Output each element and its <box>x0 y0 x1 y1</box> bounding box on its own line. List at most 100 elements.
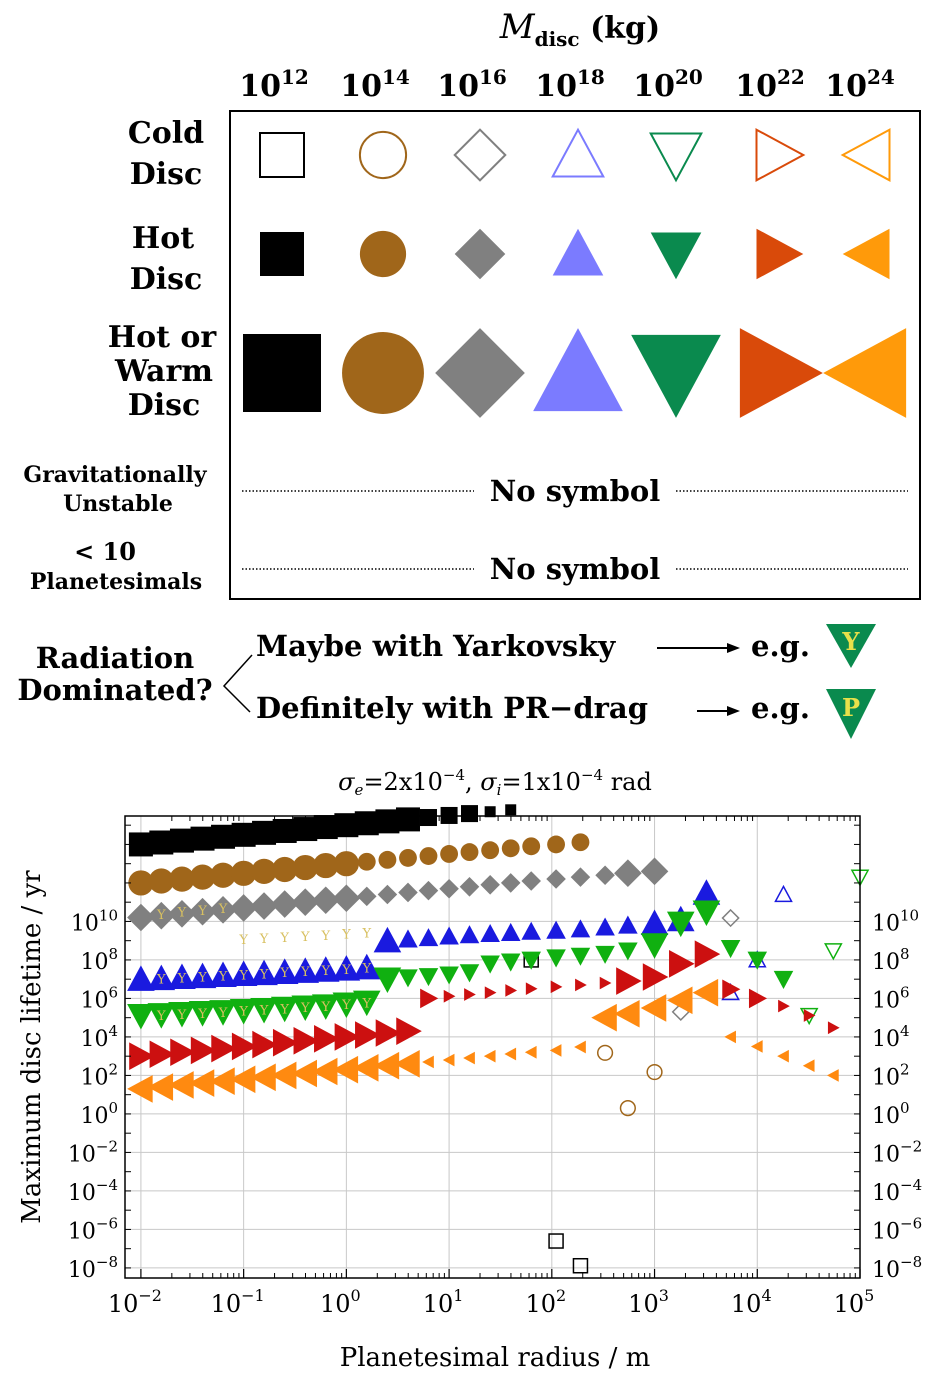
x-tick-label: 10−2 <box>108 1286 162 1318</box>
yarkovsky-point-label: Y <box>259 1004 269 1019</box>
point-triangle-down-filled <box>188 1001 217 1027</box>
definitely-eg-text: e.g. <box>751 691 810 725</box>
row-label-warm-1: Hot or <box>108 320 218 355</box>
point-circle-filled <box>189 864 216 890</box>
point-square-filled <box>169 828 194 853</box>
legend-warm-triangle-up-marker <box>533 328 623 412</box>
y-tick-label: 1010 <box>872 906 919 936</box>
row-label-cold-2: Disc <box>130 157 203 192</box>
point-circle-filled <box>251 858 277 884</box>
point-square-filled <box>190 826 215 851</box>
point-square-filled <box>505 804 517 816</box>
point-triangle-down-filled <box>250 997 278 1024</box>
point-triangle-right-filled <box>722 979 741 1000</box>
point-diamond-filled <box>168 899 196 928</box>
row-label-unstable-2: Unstable <box>63 491 173 517</box>
chart-title: σe=2x10−4, σi=1x10−4 rad <box>338 766 652 799</box>
point-triangle-up-filled <box>188 962 217 989</box>
point-triangle-right-filled <box>231 1032 258 1061</box>
point-square-filled <box>272 818 297 843</box>
point-triangle-up-filled <box>229 960 258 987</box>
point-triangle-left-filled <box>614 999 640 1028</box>
point-triangle-left-filled <box>724 1030 736 1044</box>
point-triangle-left-filled <box>270 1061 297 1090</box>
point-triangle-down-filled <box>666 911 695 938</box>
point-triangle-right-filled <box>525 982 538 996</box>
point-triangle-down-filled <box>640 933 669 959</box>
point-square-filled <box>484 806 496 818</box>
point-triangle-right-filled <box>575 978 587 992</box>
point-square-open <box>523 952 539 968</box>
point-triangle-down-filled <box>168 1002 196 1028</box>
point-triangle-right-filled <box>170 1038 196 1067</box>
yarkovsky-point-label: Y <box>177 971 187 986</box>
point-diamond-filled <box>229 894 258 922</box>
point-diamond-filled <box>418 880 439 901</box>
point-triangle-up-filled <box>439 926 459 945</box>
y-tick-label: 106 <box>80 983 118 1013</box>
point-triangle-up-filled <box>332 955 361 981</box>
point-triangle-right-filled <box>694 940 721 968</box>
point-triangle-up-filled <box>270 958 299 984</box>
point-triangle-down-filled <box>311 994 340 1020</box>
legend-cold-circle-marker <box>358 130 408 180</box>
point-triangle-down-filled <box>352 990 381 1017</box>
point-circle-filled <box>292 854 318 881</box>
point-triangle-down-filled <box>747 951 768 970</box>
legend-cold-triangle-left-marker <box>840 128 891 182</box>
point-square-filled <box>461 805 479 823</box>
row-labels: Cold Disc Hot Disc Hot or Warm Disc Grav… <box>23 116 217 595</box>
point-circle-filled <box>440 845 459 863</box>
point-circle-filled <box>571 833 590 852</box>
no-symbol-text-2: No symbol <box>490 552 660 586</box>
x-tick-label: 102 <box>525 1286 566 1318</box>
point-triangle-down-filled <box>773 970 794 989</box>
point-triangle-up-open <box>774 884 793 903</box>
row-label-hot-2: Disc <box>130 262 203 297</box>
yarkovsky-point-label: Y <box>197 904 207 919</box>
yarkovsky-point-label: Y <box>320 964 330 979</box>
point-triangle-left-filled <box>352 1053 379 1082</box>
point-triangle-down-filled <box>500 953 521 972</box>
point-triangle-up-filled <box>209 961 237 987</box>
row-label-warm-2: Warm <box>114 354 213 389</box>
point-triangle-down-filled <box>209 1000 237 1026</box>
point-triangle-down-filled <box>439 966 459 985</box>
point-triangle-left-filled <box>147 1073 174 1101</box>
point-triangle-left-filled <box>591 1003 617 1032</box>
legend-warm-triangle-left-marker <box>823 328 907 418</box>
point-square-filled <box>211 824 236 849</box>
point-triangle-down-filled <box>373 967 402 993</box>
point-triangle-left-filled <box>692 978 719 1007</box>
point-triangle-left-filled <box>524 1045 537 1059</box>
point-triangle-right-filled <box>355 1021 381 1049</box>
point-square-filled <box>149 830 174 855</box>
mass-label-20: 1020 <box>633 65 703 104</box>
point-diamond-filled <box>480 875 500 895</box>
legend-warm-triangle-right-marker <box>739 328 823 418</box>
point-diamond-filled <box>147 901 176 930</box>
point-triangle-left-filled <box>209 1067 235 1096</box>
plot-frame <box>124 815 861 1279</box>
point-circle-open <box>596 1044 614 1061</box>
point-square-open <box>572 1257 589 1274</box>
point-triangle-down-filled <box>692 900 721 927</box>
point-triangle-down-open <box>824 943 843 961</box>
yarkovsky-point-label: Y <box>300 965 310 980</box>
point-triangle-left-filled <box>463 1051 475 1065</box>
point-diamond-filled <box>546 869 566 889</box>
point-diamond-filled <box>127 903 155 932</box>
y-tick-label: 104 <box>872 1022 910 1052</box>
yarkovsky-point-label: Y <box>361 996 371 1011</box>
point-triangle-up-filled <box>618 915 638 934</box>
yarkovsky-point-label: Y <box>341 928 351 943</box>
point-triangle-up-filled <box>595 917 615 936</box>
point-circle-filled <box>522 837 541 856</box>
point-diamond-filled <box>250 892 278 920</box>
point-triangle-left-filled <box>483 1049 496 1063</box>
point-circle-open <box>646 1063 663 1081</box>
point-triangle-down-filled <box>398 969 418 988</box>
point-diamond-filled <box>640 857 669 886</box>
point-triangle-down-filled <box>332 992 361 1019</box>
x-tick-label: 101 <box>423 1286 464 1318</box>
